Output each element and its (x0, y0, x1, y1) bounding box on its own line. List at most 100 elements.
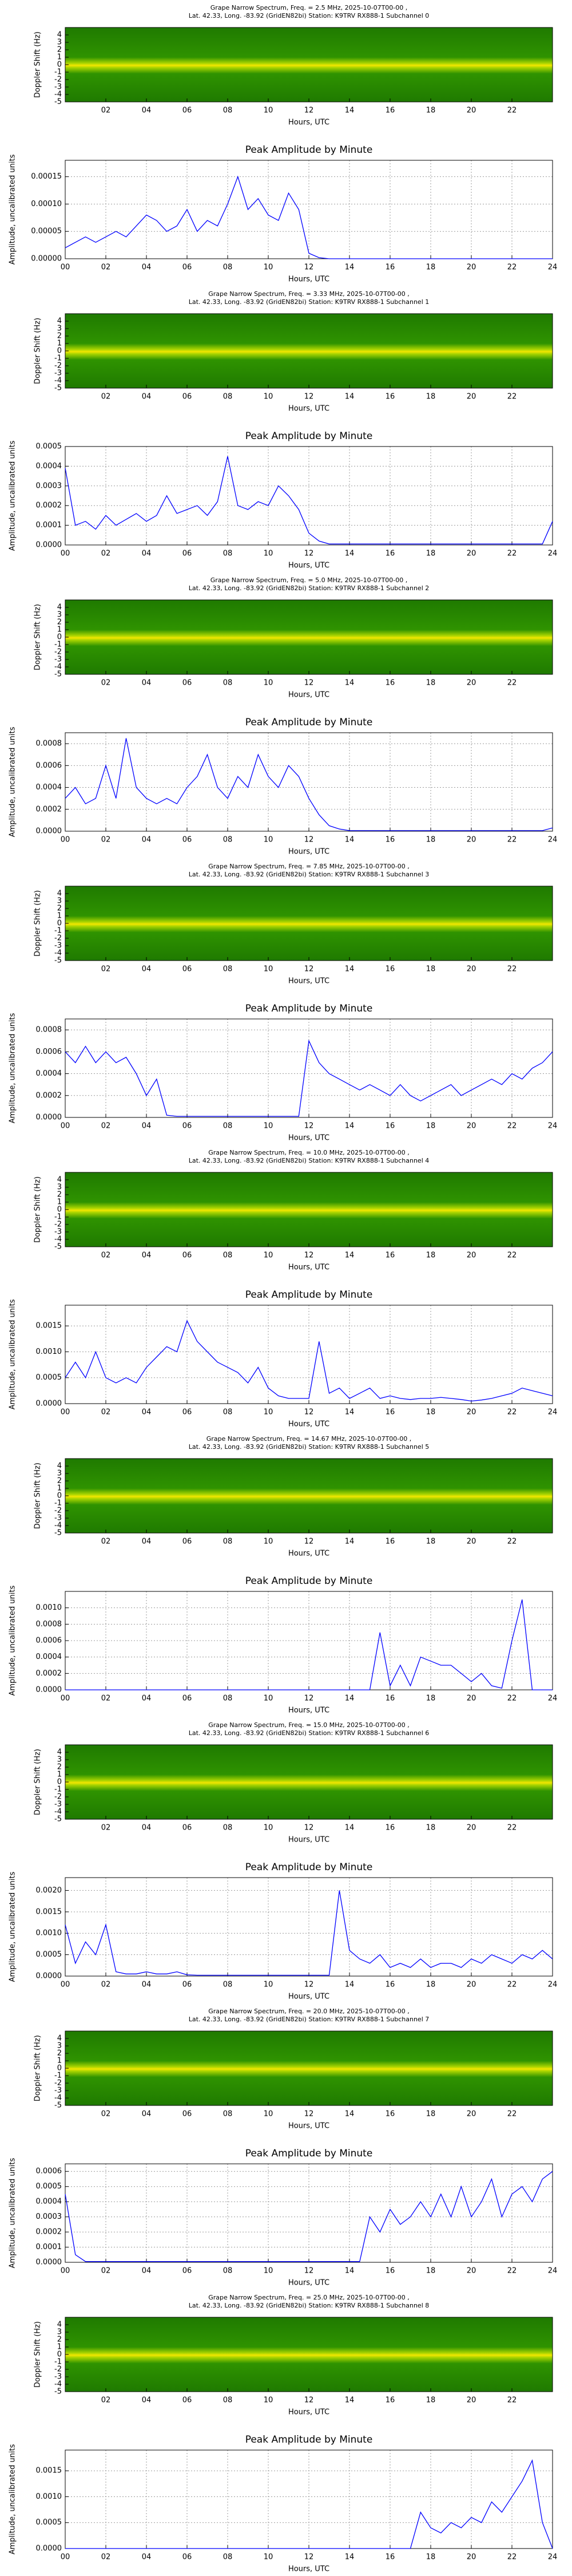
x-tick-label: 24 (548, 1694, 558, 1703)
x-tick-label: 00 (61, 2267, 70, 2275)
x-tick-label: 12 (304, 1538, 314, 1546)
y-axis-label: Doppler Shift (Hz) (34, 31, 42, 98)
spectrogram-image (65, 1459, 553, 1533)
x-tick-label: 06 (182, 263, 192, 272)
x-tick-label: 16 (386, 2267, 395, 2275)
y-tick-label: 0.0006 (36, 1048, 62, 1056)
x-tick-label: 12 (304, 106, 314, 115)
y-tick-label: 4 (57, 1748, 62, 1757)
x-tick-label: 14 (345, 679, 355, 688)
y-tick-label: 0.00015 (31, 172, 62, 181)
y-tick-label: -2 (54, 1793, 62, 1801)
y-tick-label: 0.0010 (36, 1929, 62, 1938)
y-axis-label: Doppler Shift (Hz) (34, 318, 42, 384)
chart-title: Grape Narrow Spectrum, Freq. = 2.5 MHz, … (210, 4, 408, 11)
y-tick-label: -2 (54, 1220, 62, 1229)
y-tick-label: -5 (54, 2101, 62, 2110)
y-tick-label: 0 (57, 2064, 62, 2073)
spectrogram-image (65, 2317, 553, 2392)
x-tick-label: 02 (101, 1538, 111, 1546)
y-tick-label: 0.0004 (36, 462, 62, 471)
plot-frame (65, 160, 553, 259)
y-tick-label: -2 (54, 362, 62, 370)
x-tick-label: 00 (61, 550, 70, 558)
y-tick-label: 0.0004 (36, 2198, 62, 2206)
chart-subtitle: Lat. 42.33, Long. -83.92 (GridEN82bi) St… (189, 2302, 430, 2309)
x-axis-label: Hours, UTC (288, 562, 329, 570)
x-tick-label: 04 (142, 263, 152, 272)
x-tick-label: 18 (426, 393, 436, 401)
x-tick-label: 10 (264, 1122, 273, 1131)
x-tick-label: 04 (142, 1251, 152, 1260)
x-tick-label: 18 (426, 836, 436, 844)
x-tick-label: 18 (426, 1981, 436, 1989)
x-axis-label: Hours, UTC (288, 2279, 329, 2287)
x-tick-label: 02 (101, 2267, 111, 2275)
x-tick-label: 06 (182, 2396, 192, 2405)
amplitude-line (65, 738, 553, 831)
x-tick-label: 02 (101, 1251, 111, 1260)
x-tick-label: 06 (182, 1694, 192, 1703)
x-tick-label: 02 (101, 2553, 111, 2562)
x-tick-label: 10 (264, 2110, 273, 2119)
y-tick-label: 4 (57, 890, 62, 898)
x-tick-label: 22 (507, 836, 517, 844)
x-tick-label: 06 (182, 1538, 192, 1546)
y-tick-label: 3 (57, 38, 62, 47)
y-tick-label: 0 (57, 1206, 62, 1214)
x-tick-label: 20 (467, 106, 476, 115)
x-tick-label: 18 (426, 2267, 436, 2275)
x-tick-label: 08 (223, 1981, 233, 1989)
x-tick-label: 12 (304, 965, 314, 974)
x-tick-label: 06 (182, 965, 192, 974)
y-tick-label: 0 (57, 633, 62, 642)
x-tick-label: 16 (386, 2396, 395, 2405)
x-tick-label: 12 (304, 2110, 314, 2119)
x-tick-label: 12 (304, 679, 314, 688)
x-tick-label: 24 (548, 263, 558, 272)
x-axis-label: Hours, UTC (288, 1836, 329, 1844)
x-axis-label: Hours, UTC (288, 1993, 329, 2001)
y-tick-label: 0.0000 (36, 1972, 62, 1981)
chart-subtitle: Lat. 42.33, Long. -83.92 (GridEN82bi) St… (189, 298, 430, 306)
y-tick-label: -3 (54, 1228, 62, 1236)
plot-frame (65, 446, 553, 546)
x-tick-label: 24 (548, 2553, 558, 2562)
y-tick-label: 2 (57, 1477, 62, 1485)
y-tick-label: 0.0002 (36, 501, 62, 510)
x-tick-label: 06 (182, 2267, 192, 2275)
x-tick-label: 18 (426, 2553, 436, 2562)
plot-frame (65, 1305, 553, 1404)
y-tick-label: 0.00010 (31, 200, 62, 208)
chart-title: Grape Narrow Spectrum, Freq. = 3.33 MHz,… (208, 290, 410, 298)
x-tick-label: 18 (426, 1122, 436, 1131)
x-tick-label: 06 (182, 550, 192, 558)
x-axis-label: Hours, UTC (288, 1263, 329, 1272)
y-tick-label: 2 (57, 2336, 62, 2344)
x-tick-label: 16 (386, 550, 395, 558)
x-tick-label: 08 (223, 1538, 233, 1546)
y-axis-label: Amplitude, uncalibrated units (9, 1013, 17, 1123)
x-tick-label: 22 (507, 263, 517, 272)
x-tick-label: 02 (101, 1981, 111, 1989)
x-tick-label: 22 (507, 1122, 517, 1131)
spectrogram-image (65, 886, 553, 961)
x-tick-label: 08 (223, 679, 233, 688)
x-tick-label: 02 (101, 836, 111, 844)
y-tick-label: 4 (57, 2321, 62, 2329)
x-tick-label: 12 (304, 1981, 314, 1989)
x-tick-label: 06 (182, 1981, 192, 1989)
x-tick-label: 22 (507, 1251, 517, 1260)
x-tick-label: 20 (467, 1981, 476, 1989)
x-tick-label: 06 (182, 1408, 192, 1417)
chart-title: Grape Narrow Spectrum, Freq. = 14.67 MHz… (206, 1435, 412, 1443)
x-tick-label: 16 (386, 106, 395, 115)
y-tick-label: -5 (54, 957, 62, 965)
x-tick-label: 14 (345, 550, 355, 558)
spectrogram-image (65, 1172, 553, 1247)
x-tick-label: 08 (223, 836, 233, 844)
y-tick-label: 1 (57, 1484, 62, 1493)
x-tick-label: 14 (345, 2553, 355, 2562)
y-tick-label: 0.0010 (36, 1348, 62, 1356)
x-axis-label: Hours, UTC (288, 977, 329, 986)
